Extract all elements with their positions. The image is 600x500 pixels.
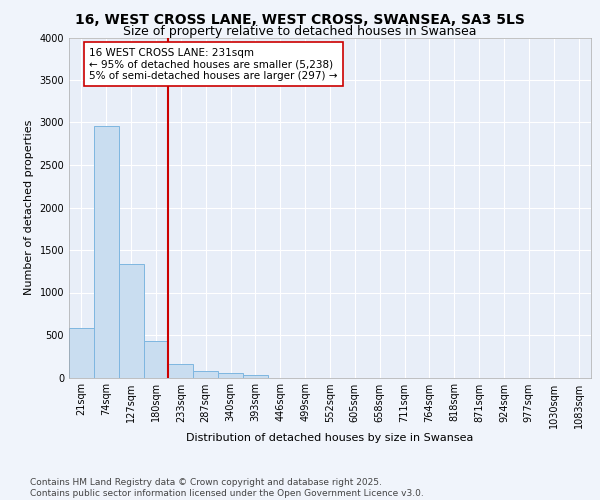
Bar (193, 371, 218, 378)
Bar (69, 328, 94, 378)
Bar (143, 341, 169, 378)
Bar (119, 264, 143, 378)
Bar (243, 374, 268, 378)
X-axis label: Distribution of detached houses by size in Swansea: Distribution of detached houses by size … (187, 433, 473, 443)
Text: Contains HM Land Registry data © Crown copyright and database right 2025.
Contai: Contains HM Land Registry data © Crown c… (30, 478, 424, 498)
Y-axis label: Number of detached properties: Number of detached properties (24, 120, 34, 295)
Text: 16 WEST CROSS LANE: 231sqm
← 95% of detached houses are smaller (5,238)
5% of se: 16 WEST CROSS LANE: 231sqm ← 95% of deta… (89, 48, 337, 81)
Bar (169, 364, 193, 378)
Text: Size of property relative to detached houses in Swansea: Size of property relative to detached ho… (123, 25, 477, 38)
Text: 16, WEST CROSS LANE, WEST CROSS, SWANSEA, SA3 5LS: 16, WEST CROSS LANE, WEST CROSS, SWANSEA… (75, 12, 525, 26)
Bar (218, 373, 243, 378)
Bar (94, 126, 119, 378)
